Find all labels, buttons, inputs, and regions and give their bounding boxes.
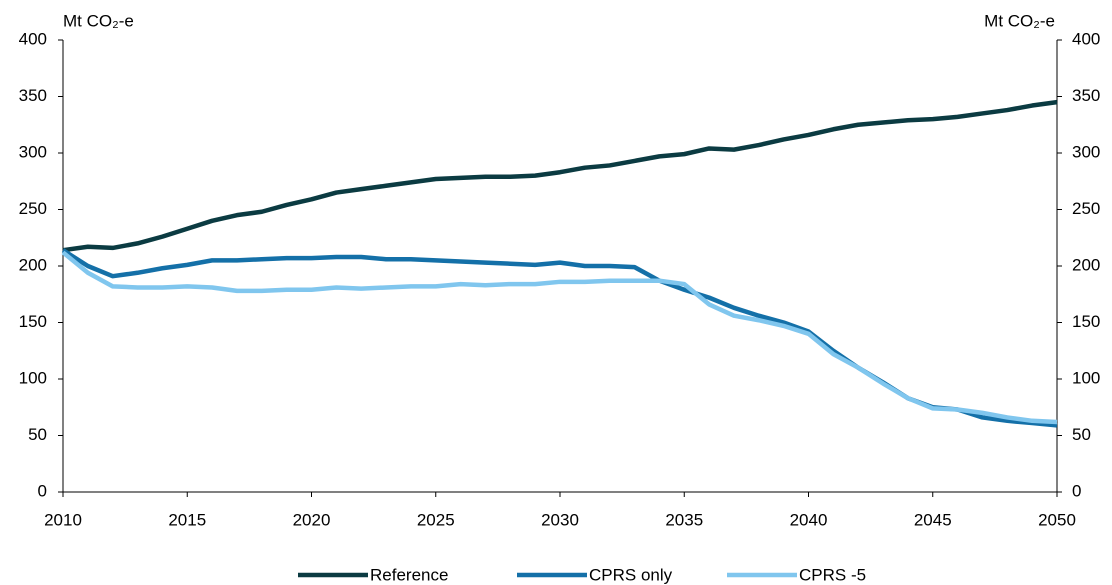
series-line [62, 99, 1058, 253]
x-tick-label: 2025 [417, 510, 455, 529]
y-tick-label: 350 [19, 86, 47, 105]
x-tick-label: 2035 [665, 510, 703, 529]
y-axis-title: Mt CO₂-e [63, 11, 134, 30]
y2-tick-label: 400 [1072, 29, 1100, 48]
legend-label: CPRS only [589, 565, 673, 584]
legend-label: Reference [370, 565, 448, 584]
y-tick-label: 150 [19, 312, 47, 331]
x-tick-label: 2030 [541, 510, 579, 529]
y2-axis-title: Mt CO₂-e [984, 11, 1055, 30]
x-tick-label: 2010 [44, 510, 82, 529]
y2-tick-label: 350 [1072, 86, 1100, 105]
y-tick-label: 50 [28, 425, 47, 444]
y-tick-label: 300 [19, 142, 47, 161]
x-tick-label: 2050 [1038, 510, 1076, 529]
y2-tick-label: 0 [1072, 481, 1081, 500]
x-tick-label: 2015 [168, 510, 206, 529]
y-tick-label: 0 [38, 481, 47, 500]
legend-label: CPRS -5 [799, 565, 866, 584]
y2-tick-label: 250 [1072, 199, 1100, 218]
y2-tick-label: 150 [1072, 312, 1100, 331]
y2-tick-label: 300 [1072, 142, 1100, 161]
y-tick-label: 100 [19, 368, 47, 387]
series-line [61, 250, 1058, 425]
y-tick-label: 400 [19, 29, 47, 48]
y-tick-label: 250 [19, 199, 47, 218]
y2-tick-label: 50 [1072, 425, 1091, 444]
y2-tick-label: 200 [1072, 255, 1100, 274]
x-tick-label: 2020 [293, 510, 331, 529]
y-tick-label: 200 [19, 255, 47, 274]
x-tick-label: 2045 [914, 510, 952, 529]
x-tick-label: 2040 [790, 510, 828, 529]
y2-tick-label: 100 [1072, 368, 1100, 387]
